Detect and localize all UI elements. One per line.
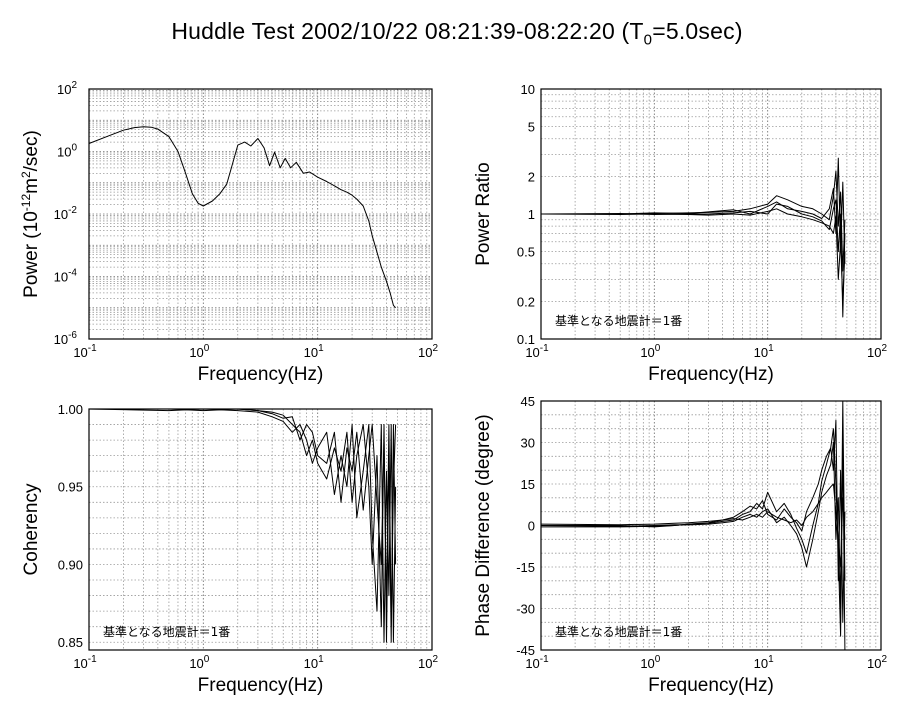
ratio-y-tick-label: 5 bbox=[528, 120, 535, 135]
power-x-tick-label: 101 bbox=[304, 343, 324, 360]
ratio-series-line-4 bbox=[540, 199, 846, 318]
ratio-annotation: 基準となる地震計＝1番 bbox=[555, 313, 682, 328]
phase-y-tick-label: -15 bbox=[516, 560, 535, 575]
ratio-x-tick-label: 100 bbox=[640, 343, 660, 360]
coherency-x-tick-label: 10-1 bbox=[73, 654, 97, 671]
ratio-plot-frame bbox=[540, 88, 882, 340]
ratio-series-line-1 bbox=[541, 170, 846, 272]
coherency-y-tick-label: 0.85 bbox=[58, 635, 83, 650]
phase-series-line-4 bbox=[541, 419, 846, 623]
power-x-tick-label: 10-1 bbox=[73, 343, 97, 360]
coherency-x-tick-label: 100 bbox=[189, 654, 209, 671]
coherency-series-line-1 bbox=[89, 408, 397, 643]
power-y-tick-label: 100 bbox=[57, 143, 77, 160]
phase-y-tick-label: 0 bbox=[528, 519, 535, 534]
ratio-x-axis-title: Frequency(Hz) bbox=[648, 364, 774, 385]
coherency-series-line-2 bbox=[88, 408, 397, 643]
coherency-y-tick-label: 1.00 bbox=[58, 402, 83, 417]
phase-plot-frame bbox=[540, 400, 882, 651]
power-y-tick-label: 10-2 bbox=[54, 205, 78, 222]
ratio-x-tick-label: 101 bbox=[754, 343, 774, 360]
ratio-series-line-3 bbox=[541, 157, 846, 264]
phase-x-tick-label: 102 bbox=[867, 654, 887, 671]
ratio-y-axis-title: Power Ratio bbox=[473, 162, 494, 266]
power-plot-frame bbox=[88, 88, 433, 340]
ratio-y-tick-label: 0.2 bbox=[517, 294, 535, 309]
coherency-annotation: 基準となる地震計＝1番 bbox=[103, 624, 230, 639]
phase-y-axis-title: Phase Difference (degree) bbox=[473, 414, 494, 637]
title-subscript: 0 bbox=[643, 31, 653, 49]
phase-y-tick-label: -45 bbox=[516, 643, 535, 658]
phase-series-line-2 bbox=[540, 400, 846, 609]
ratio-y-tick-label: 2 bbox=[528, 169, 535, 184]
ratio-y-tick-label: 0.5 bbox=[517, 245, 535, 260]
power-y-tick-label: 102 bbox=[57, 80, 77, 97]
coherency-plot-frame bbox=[88, 408, 433, 651]
coherency-x-tick-label: 102 bbox=[418, 654, 438, 671]
power-x-tick-label: 100 bbox=[189, 343, 209, 360]
title-text-suffix: =5.0sec) bbox=[652, 18, 743, 44]
ratio-x-tick-label: 102 bbox=[867, 343, 887, 360]
phase-x-tick-label: 101 bbox=[754, 654, 774, 671]
phase-y-tick-label: 15 bbox=[521, 477, 535, 492]
coherency-y-tick-label: 0.95 bbox=[58, 480, 83, 495]
coherency-x-tick-label: 101 bbox=[304, 654, 324, 671]
coherency-series-line-3 bbox=[89, 408, 397, 628]
title-text: Huddle Test 2002/10/22 08:21:39-08:22:20… bbox=[171, 18, 644, 44]
coherency-y-axis-title: Coherency bbox=[21, 483, 42, 575]
power-series-line-1 bbox=[88, 126, 396, 309]
phase-y-tick-label: 45 bbox=[521, 394, 535, 409]
ratio-y-tick-label: 10 bbox=[521, 82, 535, 97]
coherency-y-tick-label: 0.90 bbox=[58, 557, 83, 572]
coherency-x-axis-title: Frequency(Hz) bbox=[198, 675, 324, 696]
phase-annotation: 基準となる地震計＝1番 bbox=[555, 624, 682, 639]
ratio-y-tick-label: 0.1 bbox=[517, 332, 535, 347]
ratio-series-line-2 bbox=[540, 208, 846, 302]
power-y-axis-title: Power (10-12m2/sec) bbox=[19, 130, 42, 298]
phase-series-line-3 bbox=[540, 483, 846, 568]
phase-x-tick-label: 100 bbox=[640, 654, 660, 671]
power-x-axis-title: Frequency(Hz) bbox=[198, 364, 324, 385]
phase-y-tick-label: -30 bbox=[516, 602, 535, 617]
phase-x-axis-title: Frequency(Hz) bbox=[648, 675, 774, 696]
power-y-tick-label: 10-4 bbox=[54, 268, 78, 285]
phase-y-tick-label: 30 bbox=[521, 436, 535, 451]
figure-title: Huddle Test 2002/10/22 08:21:39-08:22:20… bbox=[0, 18, 914, 49]
power-x-tick-label: 102 bbox=[418, 343, 438, 360]
ratio-y-tick-label: 1 bbox=[528, 207, 535, 222]
